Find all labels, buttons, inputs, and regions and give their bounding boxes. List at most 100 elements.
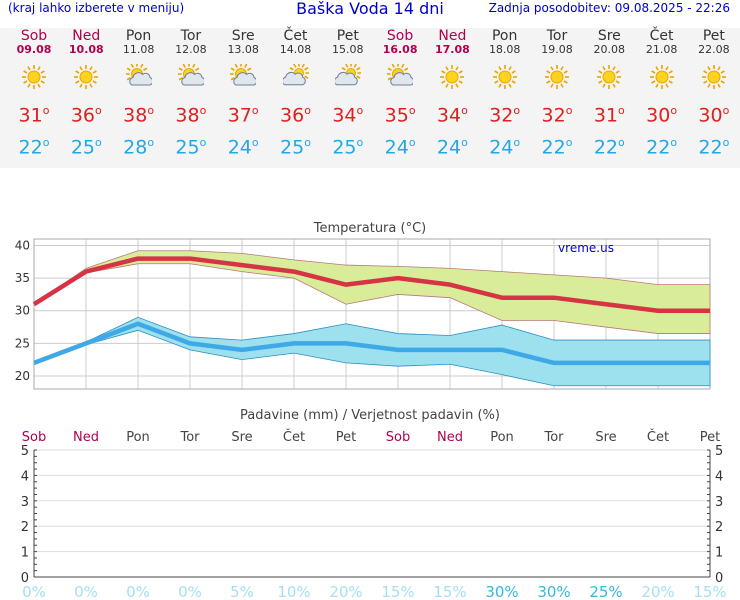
min-temperature: 25o [175,136,207,159]
y-tick-label: 5 [21,444,29,459]
day-date: 20.08 [593,43,626,56]
max-temperature: 30o [698,104,730,127]
max-temperature: 34o [436,104,468,127]
day-date: 14.08 [279,43,312,56]
menu-hint[interactable]: (kraj lahko izberete v meniju) [8,1,185,15]
min-temperature: 22o [593,136,625,159]
max-temperature: 37o [227,104,259,127]
day-label: Sob [386,430,410,445]
day-column: Sob 16.08 35o 24o [374,28,426,159]
watermark: vreme.us [558,241,614,255]
max-temperature: 34o [332,104,364,127]
day-column: Sre 13.08 37o 24o [217,28,269,159]
precipitation-probability: 20% [641,583,674,600]
day-column: Ned 17.08 34o 24o [426,28,478,159]
day-date: 13.08 [227,43,259,56]
min-temperature: 22o [646,136,678,159]
precipitation-probability: 0% [178,583,202,600]
day-column: Čet 21.08 30o 22o [636,28,688,159]
header: (kraj lahko izberete v meniju) Baška Vod… [0,0,740,22]
day-label: Pon [126,430,150,445]
min-temperature: 24o [489,136,521,159]
day-date: 22.08 [698,43,730,56]
sun-icon [649,64,675,90]
sun-cloud-icon [229,62,258,90]
precipitation-probability: 0% [74,583,98,600]
y-tick-label: 35 [15,271,30,285]
max-temperature: 31o [593,104,625,127]
min-temperature: 22o [18,136,50,159]
day-name: Pon [491,28,518,44]
precipitation-probability: 15% [433,583,466,600]
day-date: 15.08 [332,43,364,56]
day-name: Sob [20,28,48,44]
daily-forecast: Sob 09.08 31o 22o Ned 10.08 36o 25o Pon 11.08 38o 2… [0,28,740,168]
precipitation-probability: 15% [381,583,414,600]
max-temperature-line [32,256,710,313]
y-tick-label-right: 5 [715,444,723,459]
day-name: Pon [125,28,152,44]
precipitation-probability: 5% [230,583,254,600]
day-date: 21.08 [645,43,678,56]
day-column: Sob 09.08 31o 22o [8,28,60,159]
sun-cloud-icon [386,62,415,90]
cloud-sun-icon [281,62,309,90]
y-tick-label: 2 [21,520,29,535]
day-column: Pon 18.08 32o 24o [479,28,531,159]
precipitation-chart-title: Padavine (mm) / Verjetnost padavin (%) [240,408,500,423]
temperature-chart-title: Temperatura (°C) [313,221,426,236]
y-tick-label-right: 0 [715,571,723,586]
precipitation-probability: 15% [693,583,726,600]
day-name: Pet [336,28,359,44]
y-tick-label: 30 [15,304,30,318]
max-temperature: 36o [70,104,102,127]
max-temperature: 30o [646,104,678,127]
min-temperature: 25o [280,136,311,159]
temperature-chart: Temperatura (°C) 20 25 30 35 40 vreme.us [15,221,711,390]
page-title: Baška Voda 14 dni [296,0,444,18]
day-label: Sob [22,430,46,445]
sun-icon [73,64,99,90]
day-column: Ned 10.08 36o 25o [60,28,112,159]
day-name: Ned [438,28,467,44]
y-tick-label-right: 2 [715,520,723,535]
min-temperature-line [33,321,710,366]
day-name: Tor [180,28,202,44]
day-name: Pet [702,28,725,44]
precipitation-probability: 10% [277,583,310,600]
sun-cloud-icon [177,62,205,90]
day-date: 12.08 [175,43,207,56]
y-tick-label: 20 [15,369,30,383]
min-temperature: 25o [70,136,102,159]
day-column: Čet 14.08 36o 25o [270,28,322,159]
last-updated: Zadnja posodobitev: 09.08.2025 - 22:26 [488,1,730,15]
day-label: Tor [543,430,564,445]
day-name: Sre [597,28,621,44]
day-column: Tor 12.08 38o 25o [165,28,217,159]
day-date: 11.08 [122,43,155,56]
y-tick-label-right: 3 [715,495,723,510]
day-label: Ned [73,430,99,445]
sun-icon [544,64,570,90]
max-temperature: 38o [123,104,155,127]
day-date: 09.08 [16,43,52,56]
day-column: Tor 19.08 32o 22o [531,28,583,159]
sun-icon [596,64,622,90]
y-tick-label-right: 1 [715,546,723,561]
day-label: Pon [490,430,514,445]
precipitation-probability: 0% [126,583,150,600]
day-label: Čet [283,429,305,445]
sun-icon [439,64,465,90]
min-temperature: 24o [436,136,468,159]
day-date: 10.08 [68,43,104,56]
max-temperature: 31o [18,104,50,127]
sun-icon [701,64,727,90]
y-tick-label: 1 [21,546,29,561]
min-temperature: 28o [123,136,155,159]
precipitation-probability: 25% [589,583,622,600]
precipitation-probability: 30% [537,583,570,600]
y-tick-label-right: 4 [715,469,723,484]
sun-icon [21,64,47,90]
day-name: Čet [649,28,674,44]
day-label: Ned [437,430,463,445]
